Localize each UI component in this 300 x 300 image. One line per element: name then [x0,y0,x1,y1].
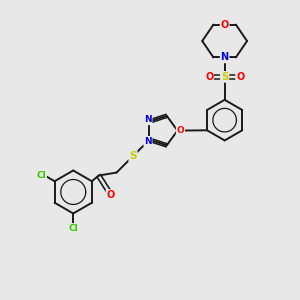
Text: O: O [220,20,229,30]
Text: Cl: Cl [68,224,78,233]
Text: S: S [221,72,228,82]
Text: N: N [144,116,152,124]
Text: N: N [144,137,152,146]
Text: O: O [106,190,115,200]
Text: O: O [205,72,213,82]
Text: S: S [129,151,137,161]
Text: O: O [236,72,244,82]
Text: O: O [177,126,184,135]
Text: N: N [220,52,229,62]
Text: Cl: Cl [37,171,46,180]
